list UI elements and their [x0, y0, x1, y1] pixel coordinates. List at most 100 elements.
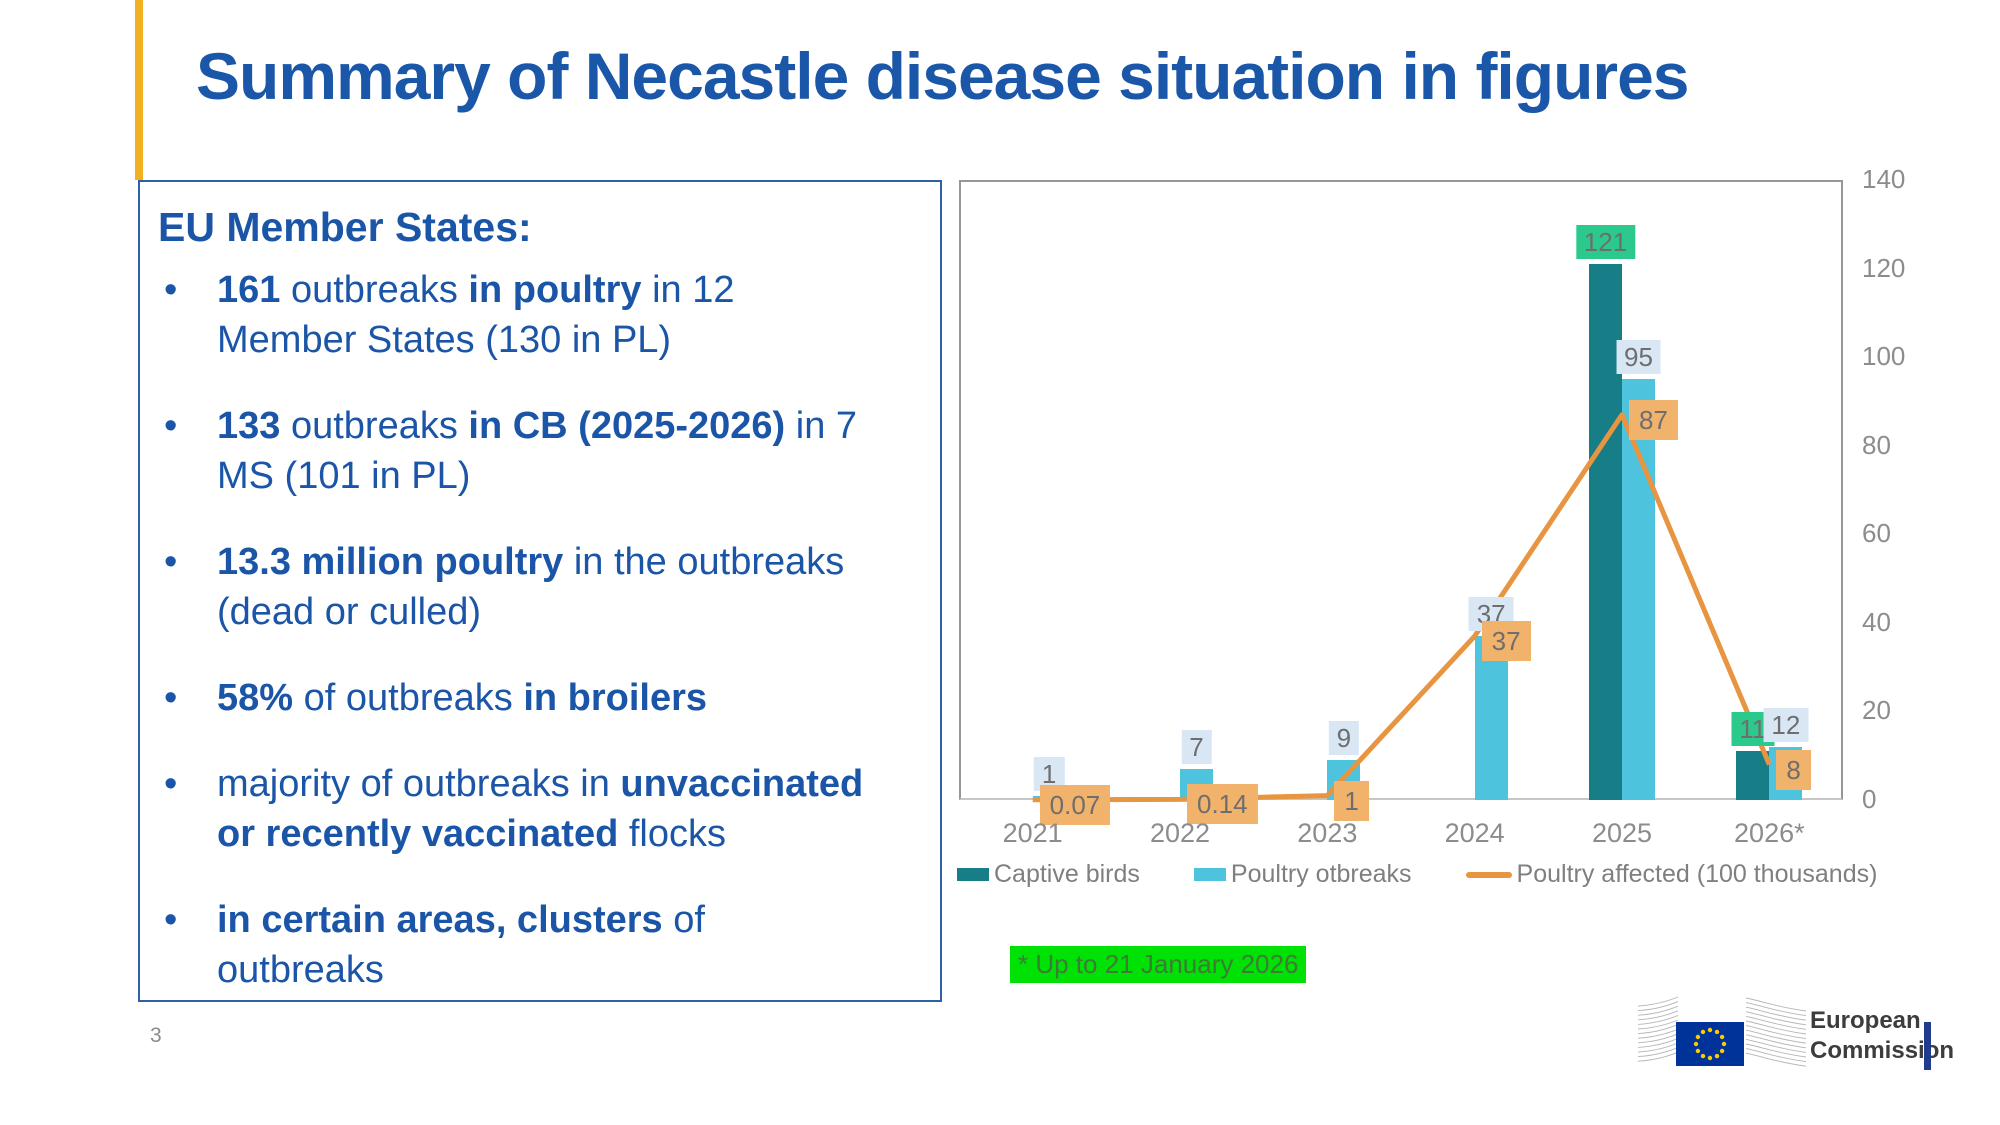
bullet-item: 13.3 million poultry in the outbreaks (de… — [140, 537, 940, 637]
x-axis-label: 2021 — [1002, 818, 1063, 848]
bullet-text: of outbreaks — [293, 677, 524, 719]
legend-item-captive-birds: Captive birds — [957, 860, 1140, 889]
flag-wave-line — [1637, 1001, 1679, 1012]
ec-logo-line2: Commission — [1810, 1037, 1955, 1064]
bar-poultry-otbreaks-2024 — [1474, 636, 1508, 800]
x-axis-label: 2025 — [1591, 818, 1653, 848]
eu-member-states-panel: EU Member States: 161 outbreaks in poult… — [138, 180, 942, 1002]
legend-item-poultry-otbreaks: Poultry otbreaks — [1193, 860, 1412, 889]
flag-wave-line — [1745, 997, 1807, 1012]
flag-wave-line — [1745, 1048, 1807, 1063]
y-tick-label: 60 — [1862, 518, 1891, 549]
bullet-bold-text: unvaccinated — [620, 763, 864, 805]
bullet-text: in the outbreaks — [563, 541, 845, 583]
x-axis-label: 2022 — [1149, 818, 1211, 848]
bullet-item: 161 outbreaks in poultry in 12 Member Sta… — [140, 265, 940, 365]
bullet-bold-text: 13.3 million poultry — [217, 541, 564, 583]
flag-wave-line — [1745, 1020, 1807, 1035]
flag-wave-line — [1637, 1005, 1679, 1016]
flag-wave-line — [1637, 1028, 1679, 1039]
eu-star — [1707, 1027, 1713, 1033]
outbreaks-chart: 121 11 1 7 9 37 95 12 0.07 0.14 1 37 87 8 140 120 100 80 6… — [957, 164, 1905, 888]
y-tick-label: 140 — [1862, 164, 1906, 194]
bar-captive-birds-2026 — [1736, 751, 1770, 800]
eu-flag-stars — [1693, 1027, 1727, 1061]
eu-star — [1719, 1034, 1725, 1040]
data-label-poultry-otbreaks-2025: 95 — [1616, 340, 1661, 375]
chart-plot-area — [959, 180, 1843, 800]
y-tick-label: 0 — [1862, 784, 1877, 814]
bullet-text: majority of outbreaks in — [217, 763, 621, 805]
y-tick-label: 100 — [1862, 341, 1906, 372]
data-label-poultry-affected-100-thousands-2021: 0.07 — [1039, 784, 1111, 825]
bullet-text: in 7 — [785, 405, 858, 447]
flag-wave-line — [1637, 1051, 1679, 1062]
flag-wave-line — [1637, 1024, 1679, 1035]
bullet-text: outbreaks — [280, 405, 469, 447]
slide-title: Summary of Necastle disease situation in… — [196, 39, 1690, 113]
panel-bullets: 161 outbreaks in poultry in 12 Member Sta… — [140, 265, 940, 995]
bullet-text: in 12 — [641, 269, 735, 311]
legend-label: Poultry otbreaks — [1230, 860, 1412, 888]
data-label-poultry-affected-100-thousands-2025: 87 — [1629, 399, 1678, 440]
flag-wave-line — [1745, 1006, 1807, 1021]
bullet-bold-text: in broilers — [523, 677, 708, 719]
x-axis-label: 2024 — [1444, 818, 1505, 848]
ec-logo-blue-bar — [1924, 1022, 1931, 1070]
bullet-bold-text: 133 — [217, 405, 281, 447]
flag-wave-line — [1637, 1042, 1679, 1053]
bullet-text: outbreaks — [280, 269, 469, 311]
data-label-poultry-affected-100-thousands-2024: 37 — [1481, 621, 1531, 662]
x-axis-label: 2026* — [1734, 818, 1805, 848]
eu-star — [1700, 1029, 1706, 1035]
flag-wave-line — [1745, 1029, 1807, 1044]
ec-logo-text: European Commission — [1810, 1006, 1954, 1066]
chart-legend: Captive birds Poultry otbreaks Poultry aff… — [957, 860, 1877, 889]
flag-wave-line — [1637, 1033, 1679, 1044]
eu-star — [1707, 1055, 1713, 1061]
x-axis-label: 2023 — [1297, 818, 1358, 848]
data-label-poultry-affected-100-thousands-2023: 1 — [1334, 780, 1369, 821]
eu-star — [1693, 1041, 1699, 1047]
flag-wave-line — [1745, 1052, 1807, 1067]
bullet-bold-text: in CB (2025-2026) — [468, 405, 786, 447]
bullet-bold-text: in poultry — [468, 269, 642, 311]
ec-flag-graphic — [1637, 996, 1807, 1067]
eu-star — [1714, 1053, 1720, 1059]
flag-wave-line — [1745, 1011, 1807, 1026]
bullet-text: Member States (130 in PL) — [217, 319, 672, 361]
flag-wave-line — [1637, 1010, 1679, 1021]
eu-star — [1719, 1048, 1725, 1054]
bullet-item: in certain areas, clusters of outbreaks — [140, 895, 940, 995]
flag-wave-line — [1637, 996, 1679, 1007]
eu-star — [1714, 1029, 1720, 1035]
page-number: 3 — [150, 1024, 162, 1047]
flag-lines — [1637, 996, 1807, 1067]
panel-heading: EU Member States: — [158, 204, 532, 250]
legend-swatch-captive-birds — [957, 868, 989, 881]
flag-wave-line — [1745, 1015, 1807, 1030]
legend-label: Captive birds — [994, 860, 1140, 888]
flag-wave-line — [1637, 1047, 1679, 1058]
eu-star — [1700, 1053, 1706, 1059]
line-poultry-affected-100-thousands — [1032, 412, 1772, 803]
eu-star — [1695, 1048, 1701, 1054]
ec-logo-line1: European — [1810, 1007, 1921, 1034]
eu-star — [1721, 1041, 1727, 1047]
data-label-poultry-affected-100-thousands-2026: 8 — [1776, 749, 1811, 790]
bullet-text: flocks — [618, 813, 727, 855]
bullet-text: (dead or culled) — [217, 591, 482, 633]
data-label-poultry-affected-100-thousands-2022: 0.14 — [1187, 784, 1258, 825]
flag-wave-line — [1637, 1037, 1679, 1048]
flag-wave-line — [1745, 1038, 1807, 1053]
bullet-bold-text: or recently vaccinated — [217, 813, 619, 855]
title-accent-bar — [135, 0, 143, 180]
eu-star — [1695, 1034, 1701, 1040]
flag-wave-line — [1745, 1043, 1807, 1058]
y-tick-label: 40 — [1862, 606, 1891, 637]
legend-item-poultry-affected-100-thousands: Poultry affected (100 thousands) — [1465, 860, 1877, 889]
flag-wave-line — [1745, 1025, 1807, 1040]
legend-swatch-poultry-otbreaks — [1193, 868, 1226, 881]
bullet-bold-text: 58% — [217, 677, 294, 719]
